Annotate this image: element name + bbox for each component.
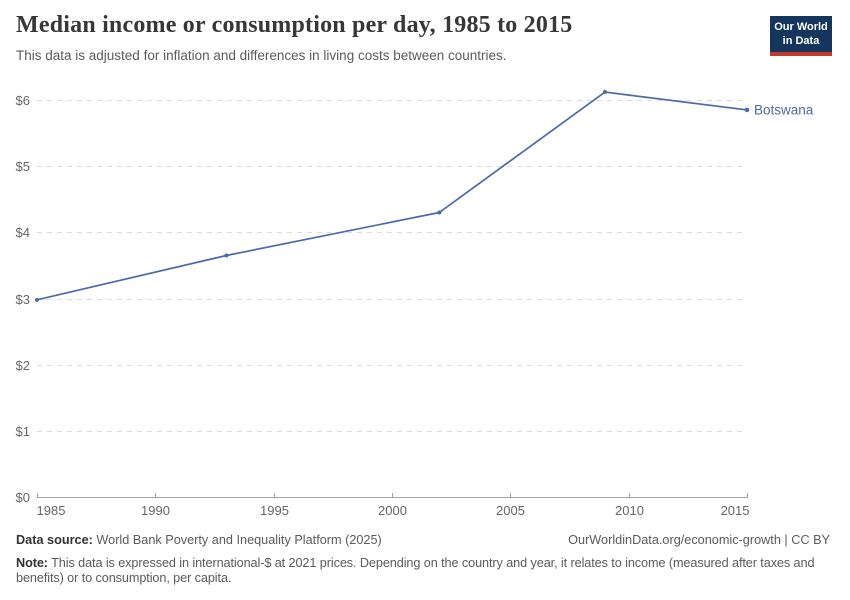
data-source-label: Data source: (16, 533, 93, 547)
data-point (437, 210, 442, 215)
x-tick-label: 2005 (496, 503, 525, 518)
chart-footer: Data source: World Bank Poverty and Ineq… (16, 533, 830, 585)
x-tick-label: 2015 (721, 503, 750, 518)
series-line[interactable] (36, 91, 748, 301)
y-tick-label: $1 (16, 424, 30, 439)
x-tick-label: 1985 (37, 503, 66, 518)
x-tick-label: 1995 (260, 503, 289, 518)
data-point (603, 90, 607, 95)
y-tick-label: $4 (16, 225, 30, 240)
note-row: Note: This data is expressed in internat… (16, 556, 830, 585)
x-tick-label: 1990 (141, 503, 170, 518)
y-tick-label: $3 (16, 292, 30, 307)
license-link[interactable]: OurWorldinData.org/economic-growth | CC … (568, 533, 830, 547)
chart-title: Median income or consumption per day, 19… (16, 12, 573, 38)
y-tick-label: $0 (16, 490, 30, 505)
note-text: This data is expressed in international-… (16, 556, 815, 585)
x-tick-label: 2000 (378, 503, 407, 518)
data-point (224, 253, 229, 258)
entity-label[interactable]: Botswana (754, 102, 814, 117)
x-tick-label: 2010 (615, 503, 644, 518)
chart-subtitle: This data is adjusted for inflation and … (16, 47, 507, 63)
note-label: Note: (16, 556, 48, 570)
owid-logo-line2: in Data (782, 35, 820, 48)
owid-logo: Our World in Data (770, 16, 832, 56)
data-source-text: World Bank Poverty and Inequality Platfo… (96, 533, 382, 547)
y-tick-label: $2 (16, 358, 30, 373)
owid-logo-line1: Our World (774, 21, 828, 33)
data-point (35, 297, 39, 302)
y-tick-label: $5 (16, 159, 30, 174)
data-source: Data source: World Bank Poverty and Ineq… (16, 533, 382, 548)
chart-header: Median income or consumption per day, 19… (16, 12, 755, 64)
source-row: Data source: World Bank Poverty and Ineq… (16, 533, 830, 548)
y-tick-label: $6 (16, 93, 30, 108)
series-end-point (744, 107, 750, 113)
